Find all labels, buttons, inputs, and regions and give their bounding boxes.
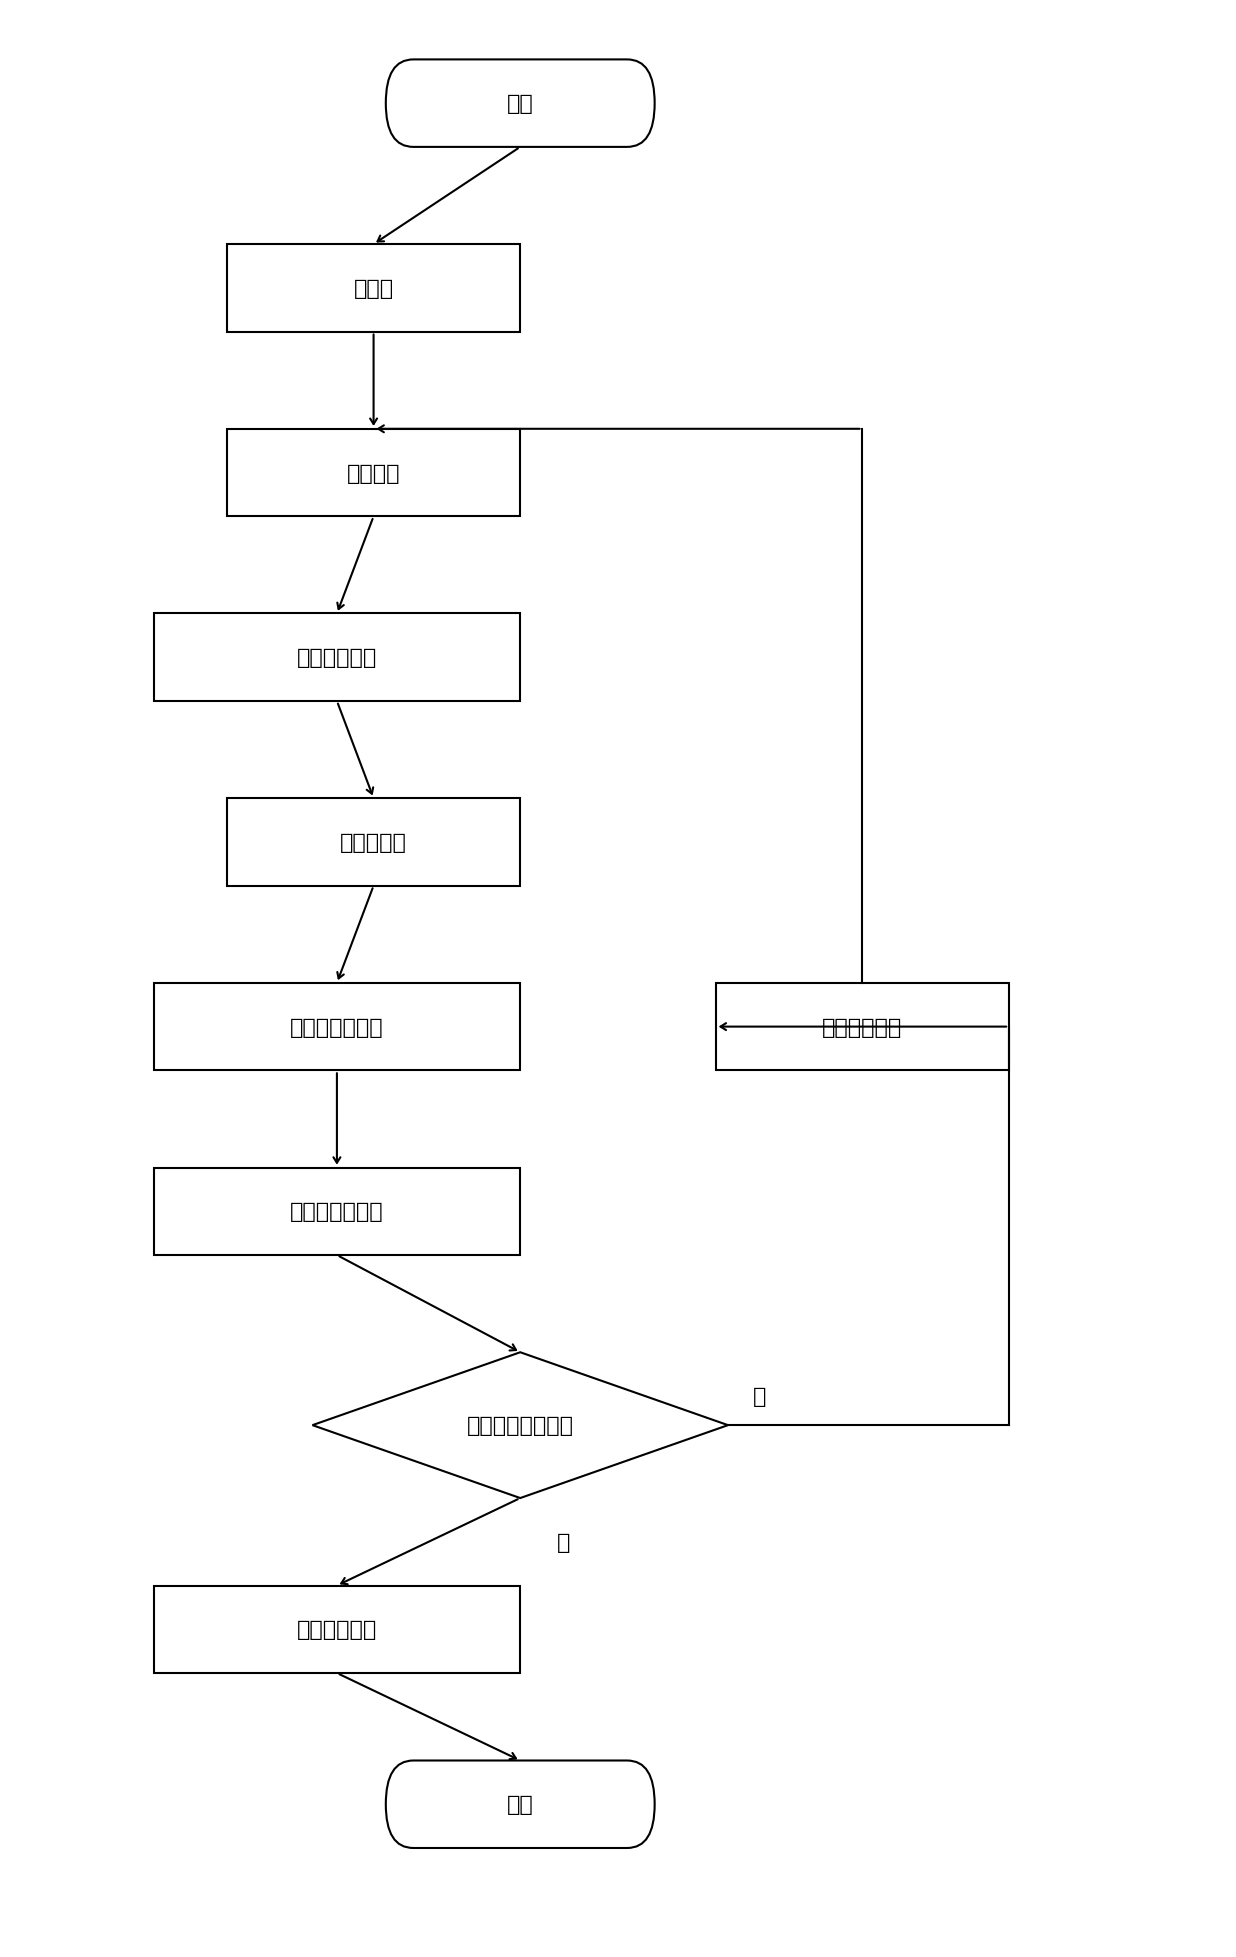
Text: 执行装配动作: 执行装配动作: [297, 648, 377, 667]
Text: 完成一次装配: 完成一次装配: [297, 1620, 377, 1640]
FancyBboxPatch shape: [227, 245, 520, 333]
Text: 初始化: 初始化: [353, 278, 393, 299]
Text: 开始: 开始: [507, 94, 534, 114]
Text: 视觉引导: 视觉引导: [347, 464, 400, 483]
FancyBboxPatch shape: [153, 614, 520, 703]
Text: 训练多线程网络: 训练多线程网络: [290, 1018, 383, 1037]
Polygon shape: [313, 1352, 728, 1499]
Text: 调整机械臂动作: 调整机械臂动作: [290, 1202, 383, 1221]
FancyBboxPatch shape: [153, 982, 520, 1070]
FancyBboxPatch shape: [153, 1585, 520, 1673]
Text: 判断装配是否成功: 判断装配是否成功: [467, 1415, 574, 1434]
FancyBboxPatch shape: [153, 1168, 520, 1254]
Text: 完善经验池: 完善经验池: [340, 832, 407, 853]
Text: 否: 否: [753, 1386, 766, 1405]
Text: 是: 是: [557, 1532, 570, 1552]
Text: 结束: 结束: [507, 1795, 534, 1814]
FancyBboxPatch shape: [386, 1761, 655, 1847]
Text: 返回初始位置: 返回初始位置: [822, 1018, 902, 1037]
FancyBboxPatch shape: [386, 61, 655, 149]
FancyBboxPatch shape: [227, 798, 520, 887]
FancyBboxPatch shape: [716, 982, 1009, 1070]
FancyBboxPatch shape: [227, 431, 520, 517]
